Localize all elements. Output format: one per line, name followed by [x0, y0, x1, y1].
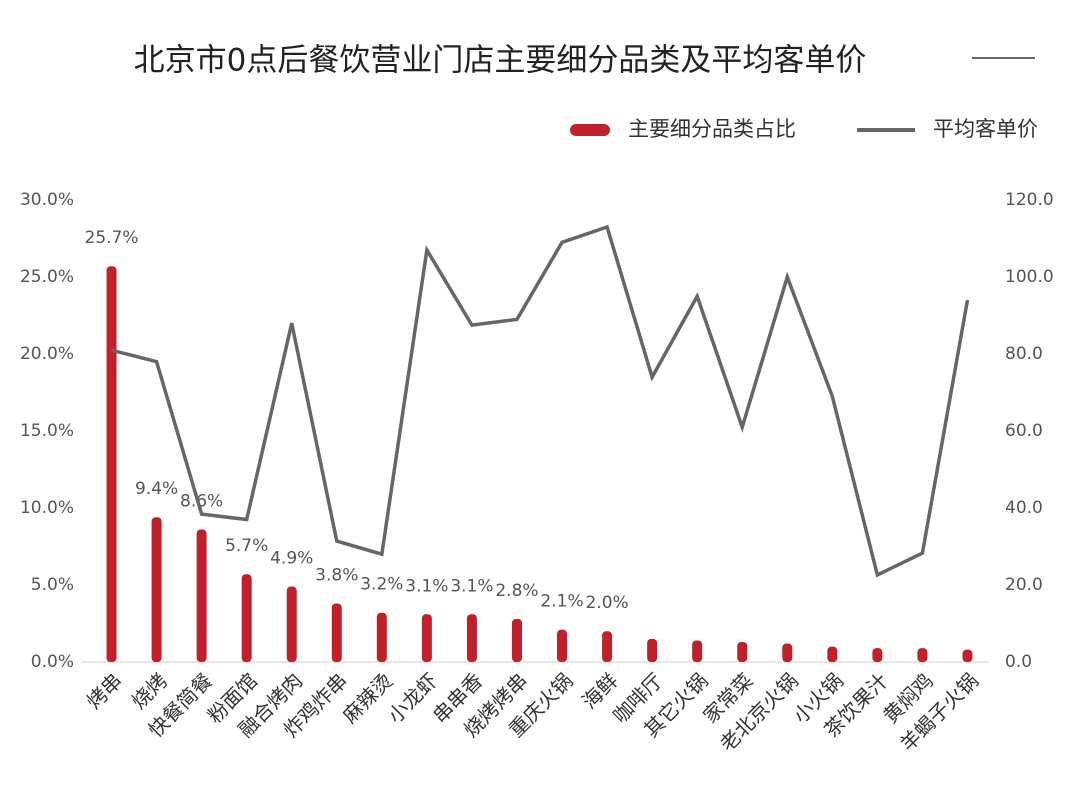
bar [737, 641, 748, 662]
legend-label: 主要细分品类占比 [628, 117, 796, 141]
value-label: 4.9% [270, 549, 313, 569]
y2-tick-label: 120.0 [1005, 190, 1054, 210]
y-tick-label: 0.0% [31, 652, 74, 672]
line [111, 224, 970, 578]
y2-tick-label: 100.0 [1005, 267, 1054, 287]
y2-tick-label: 0.0 [1005, 652, 1032, 672]
legend-label: 平均客单价 [933, 117, 1038, 141]
value-label: 3.1% [450, 576, 493, 596]
y-tick-label: 25.0% [20, 267, 74, 287]
value-label: 3.2% [360, 575, 403, 595]
bar [511, 618, 522, 662]
y2-tick-label: 40.0 [1005, 498, 1043, 518]
bar [782, 643, 793, 662]
y2-tick-label: 60.0 [1005, 421, 1043, 441]
bar [196, 529, 207, 662]
value-label: 2.8% [495, 581, 538, 601]
x-tick-label: 小龙虾 [383, 668, 442, 727]
bar [331, 603, 342, 662]
value-label: 5.7% [225, 536, 268, 556]
chart-title: 北京市0点后餐饮营业门店主要细分品类及平均客单价 [134, 43, 867, 79]
bar [151, 517, 162, 662]
y-tick-label: 10.0% [20, 498, 74, 518]
bar [376, 612, 387, 662]
bar [827, 646, 838, 662]
y2-tick-label: 80.0 [1005, 344, 1043, 364]
y-tick-label: 5.0% [31, 575, 74, 595]
x-tick-label: 麻辣烫 [338, 668, 397, 727]
y2-tick-label: 20.0 [1005, 575, 1043, 595]
value-label: 3.1% [405, 576, 448, 596]
value-label: 8.6% [180, 492, 223, 512]
bar [241, 574, 252, 662]
legend-swatch [570, 124, 610, 136]
value-label: 3.8% [315, 565, 358, 585]
value-label: 9.4% [135, 479, 178, 499]
bar [421, 614, 432, 662]
bar [917, 648, 928, 662]
value-label: 25.7% [85, 228, 139, 248]
y-tick-label: 20.0% [20, 344, 74, 364]
bar [106, 266, 117, 662]
bar [557, 629, 568, 662]
bar [647, 638, 658, 662]
y-tick-label: 30.0% [20, 190, 74, 210]
value-label: 2.1% [540, 592, 583, 612]
bar [962, 649, 973, 662]
bar [602, 631, 613, 662]
x-tick-label: 烤串 [82, 668, 127, 713]
bar [286, 586, 297, 662]
y-tick-label: 15.0% [20, 421, 74, 441]
bar [466, 614, 477, 662]
bar [872, 648, 883, 662]
value-label: 2.0% [585, 593, 628, 613]
bar [692, 640, 703, 662]
